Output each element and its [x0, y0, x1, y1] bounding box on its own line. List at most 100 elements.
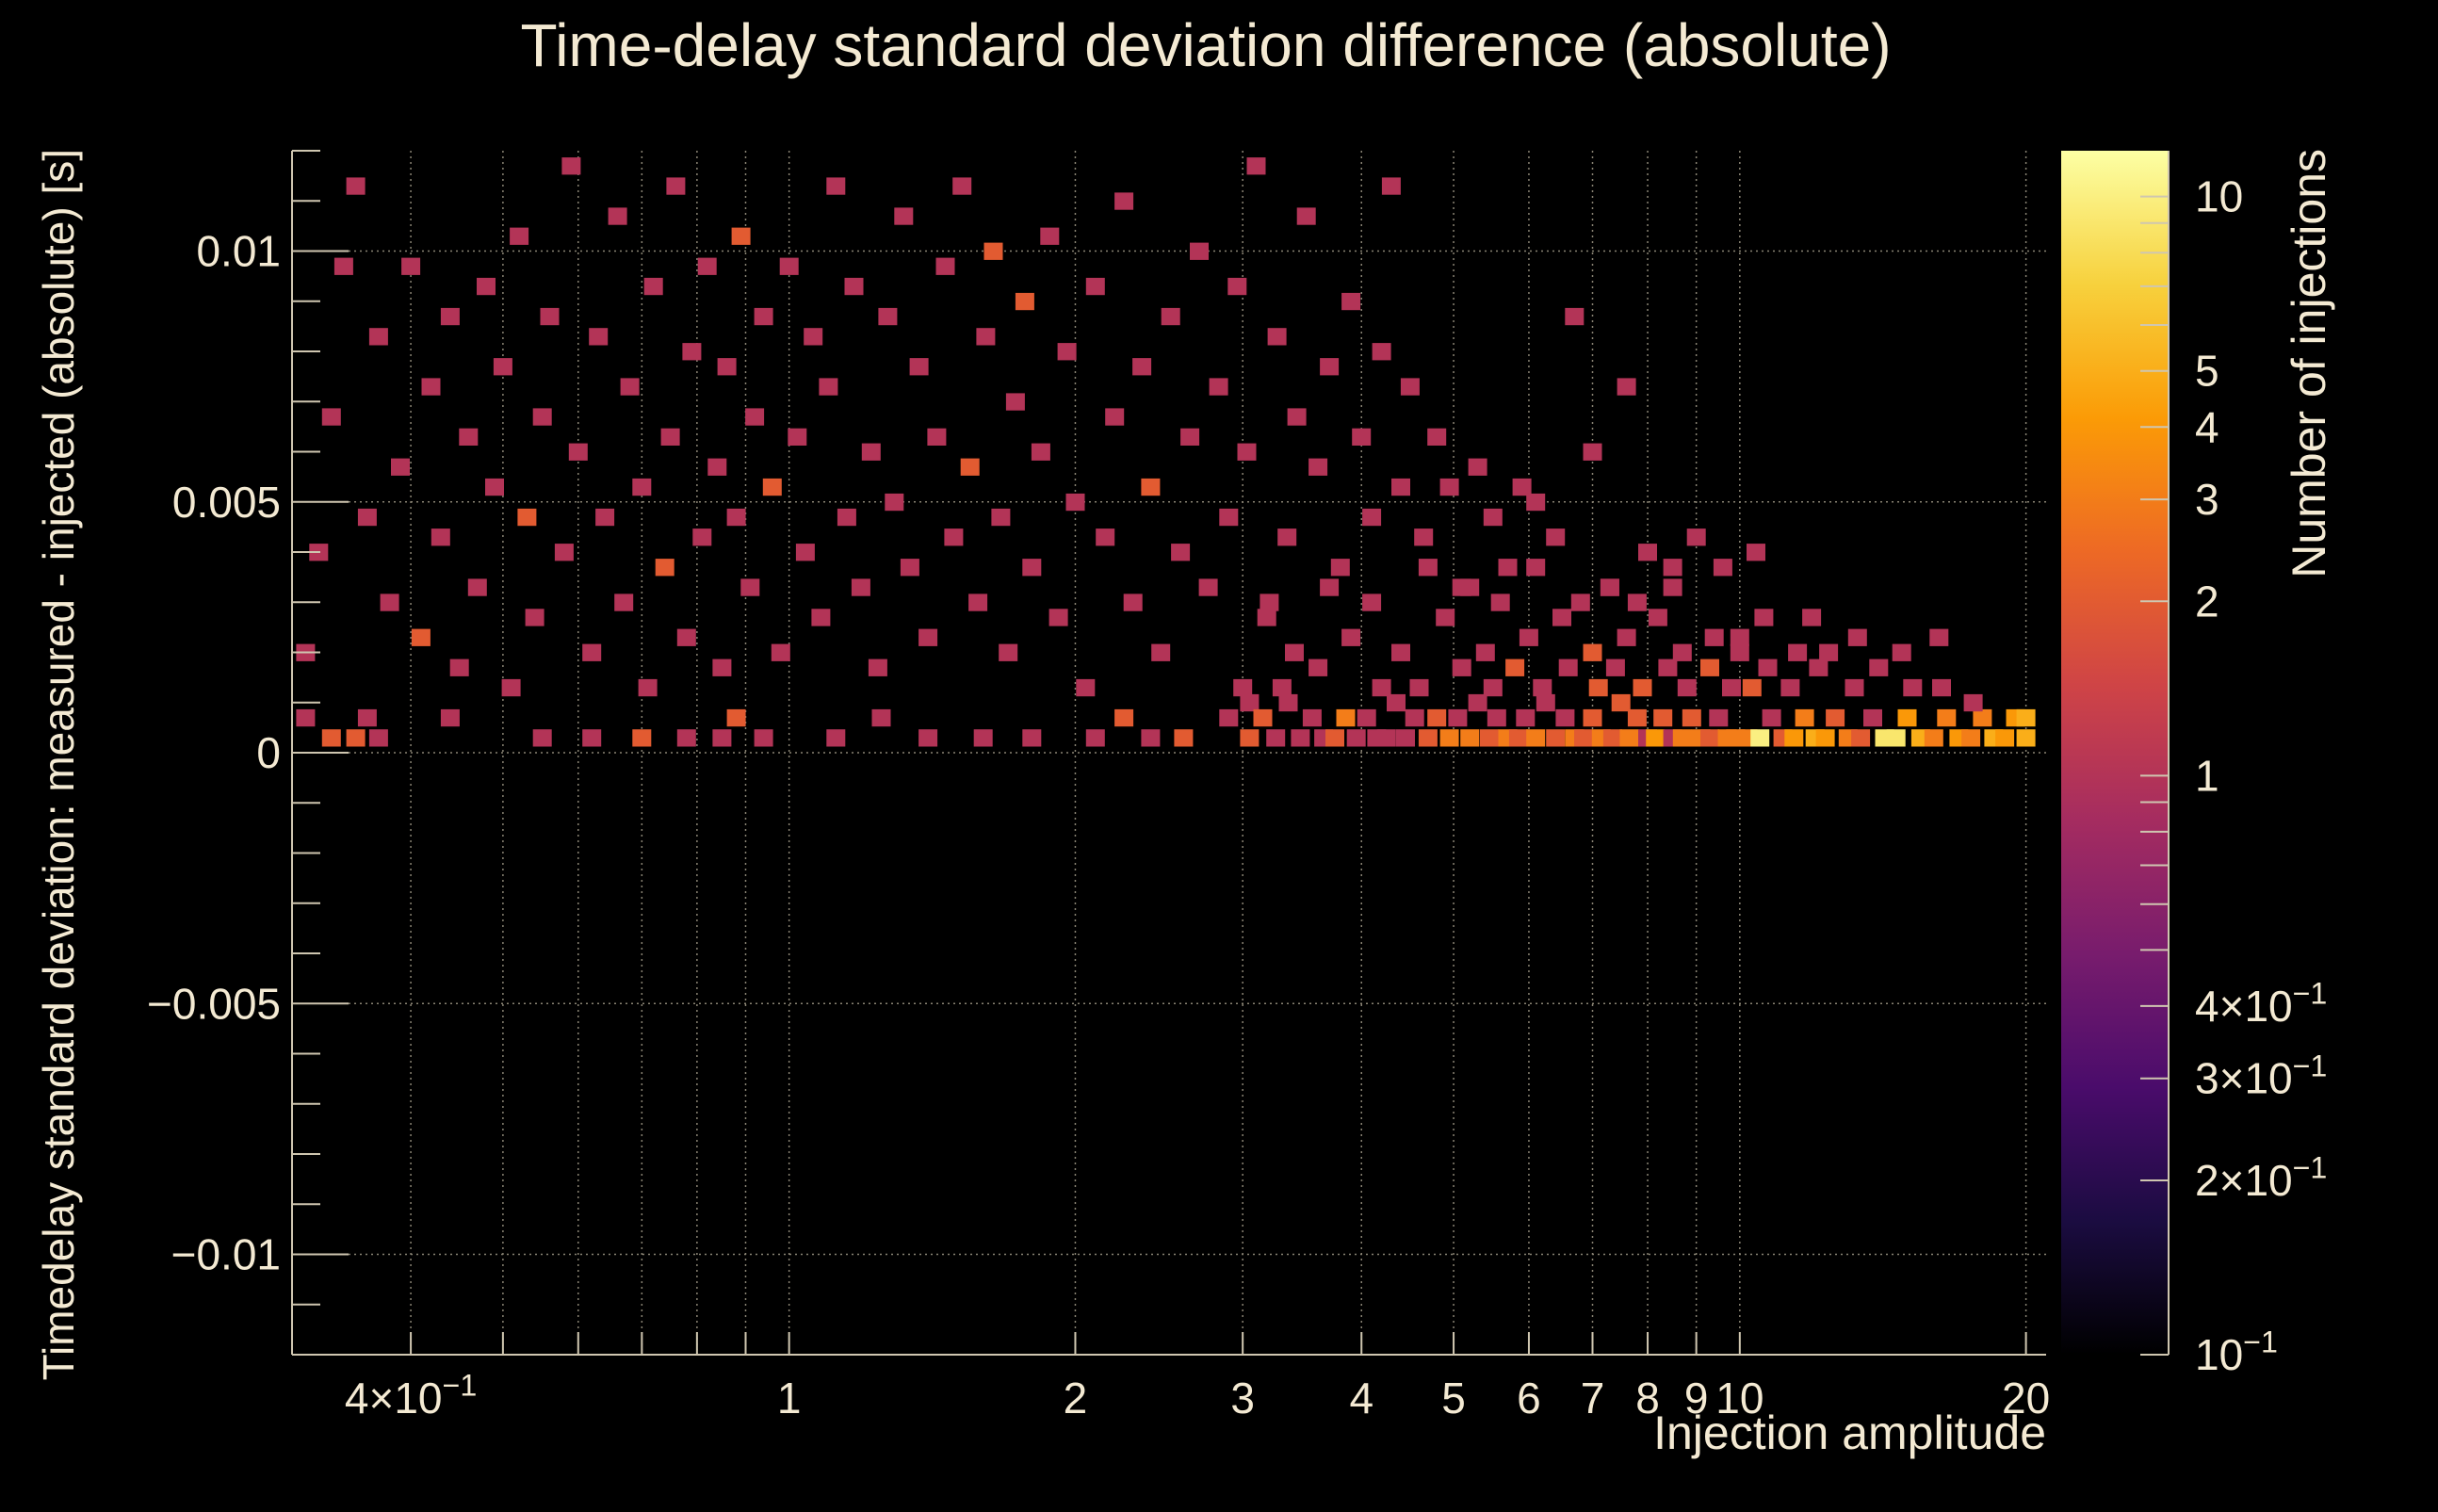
x-tick-label: 20: [2002, 1374, 2050, 1423]
heatmap-cell: [660, 428, 680, 446]
heatmap-cell: [296, 708, 316, 727]
heatmap-cell: [1085, 729, 1105, 747]
heatmap-cell: [346, 729, 366, 747]
heatmap-cell: [1802, 609, 1822, 626]
heatmap-cell: [1819, 643, 1839, 661]
heatmap-cell: [357, 508, 377, 527]
heatmap-cell: [449, 658, 469, 676]
heatmap-cell: [1372, 343, 1391, 361]
heatmap-cell: [1409, 678, 1429, 697]
heatmap-cell: [608, 207, 627, 225]
heatmap-cell: [1031, 443, 1050, 461]
heatmap-cell: [1057, 343, 1077, 361]
heatmap-cell: [582, 643, 602, 661]
heatmap-cell: [655, 559, 675, 577]
heatmap-cell: [1758, 658, 1778, 676]
heatmap-cell: [1611, 693, 1631, 712]
heatmap-cell: [1619, 729, 1639, 747]
heatmap-cell: [726, 508, 746, 527]
heatmap-cell: [1414, 528, 1434, 546]
x-tick-label: 3: [1230, 1374, 1255, 1423]
heatmap-cell: [517, 508, 537, 527]
heatmap-cell: [983, 242, 1003, 260]
heatmap-cell: [1508, 729, 1528, 747]
heatmap-cell: [1260, 593, 1279, 611]
colorbar-tick-label: 5: [2195, 347, 2219, 396]
heatmap-cell: [1487, 708, 1506, 727]
heatmap-cell: [1600, 578, 1619, 596]
heatmap-cell: [1903, 678, 1923, 697]
heatmap-cell: [1742, 678, 1762, 697]
heatmap-cell: [1512, 478, 1532, 496]
y-tick-label: 0: [256, 728, 281, 777]
heatmap-cell: [1565, 307, 1585, 326]
heatmap-cell: [1287, 408, 1307, 426]
y-tick-label: −0.01: [171, 1230, 281, 1279]
heatmap-cell: [2016, 729, 2036, 747]
heatmap-cell: [1227, 277, 1247, 296]
heatmap-cell: [868, 658, 887, 676]
heatmap-cell: [666, 177, 686, 195]
heatmap-cell: [493, 358, 512, 376]
heatmap-cell: [1795, 708, 1814, 727]
heatmap-cell: [431, 528, 450, 546]
heatmap-cell: [1141, 729, 1161, 747]
heatmap-cell: [1686, 528, 1706, 546]
heatmap-cell: [1809, 658, 1828, 676]
heatmap-cell: [1932, 678, 1951, 697]
heatmap-cell: [1022, 729, 1042, 747]
heatmap-cell: [1526, 493, 1546, 512]
heatmap-cell: [999, 643, 1018, 661]
heatmap-cell: [1452, 658, 1471, 676]
heatmap-cell: [927, 428, 947, 446]
heatmap-cell: [712, 658, 732, 676]
heatmap-cell: [1892, 643, 1911, 661]
heatmap-cell: [1780, 678, 1800, 697]
heatmap-cell: [1246, 157, 1266, 175]
heatmap-cell: [1015, 292, 1034, 311]
heatmap-cell: [1605, 658, 1625, 676]
heatmap-cell: [1555, 708, 1575, 727]
heatmap-cell: [1498, 559, 1518, 577]
heatmap-cell: [771, 643, 790, 661]
heatmap-cell: [731, 227, 751, 245]
heatmap-cell: [1897, 708, 1917, 727]
heatmap-cell: [1468, 458, 1487, 476]
heatmap-cell: [717, 358, 737, 376]
heatmap-cell: [1391, 478, 1410, 496]
heatmap-cell: [1151, 643, 1171, 661]
x-tick-label: 4: [1349, 1374, 1373, 1423]
heatmap-cell: [1180, 428, 1200, 446]
heatmap-cell: [1161, 307, 1180, 326]
heatmap-cell: [795, 544, 815, 561]
heatmap-cell: [1336, 708, 1356, 727]
heatmap-cell: [510, 227, 529, 245]
heatmap-cell: [1730, 643, 1749, 661]
heatmap-cell: [1005, 393, 1025, 411]
heatmap-cell: [909, 358, 929, 376]
heatmap-cell: [582, 729, 602, 747]
heatmap-cell: [1320, 358, 1340, 376]
y-axis-label: Timedelay standard deviation: measured -…: [34, 149, 83, 1380]
chart-title: Time-delay standard deviation difference…: [520, 11, 1891, 79]
heatmap-cell: [745, 408, 765, 426]
heatmap-cell: [1257, 609, 1276, 626]
heatmap-cell: [740, 578, 760, 596]
heatmap-cell: [1278, 693, 1298, 712]
heatmap-cell: [1405, 708, 1424, 727]
heatmap-cell: [1869, 658, 1889, 676]
heatmap-cell: [1646, 729, 1666, 747]
colorbar-label: Number of injections: [2283, 149, 2335, 578]
heatmap-cell: [568, 443, 588, 461]
heatmap-cell: [1209, 378, 1228, 396]
heatmap-cell: [1583, 708, 1602, 727]
heatmap-cell: [1272, 678, 1292, 697]
heatmap-cell: [1784, 729, 1804, 747]
heatmap-cell: [1452, 578, 1471, 596]
heatmap-cell: [1653, 708, 1673, 727]
colorbar-gradient: [2061, 151, 2169, 1355]
heatmap-cell: [1483, 678, 1503, 697]
heatmap-cell: [676, 628, 696, 646]
